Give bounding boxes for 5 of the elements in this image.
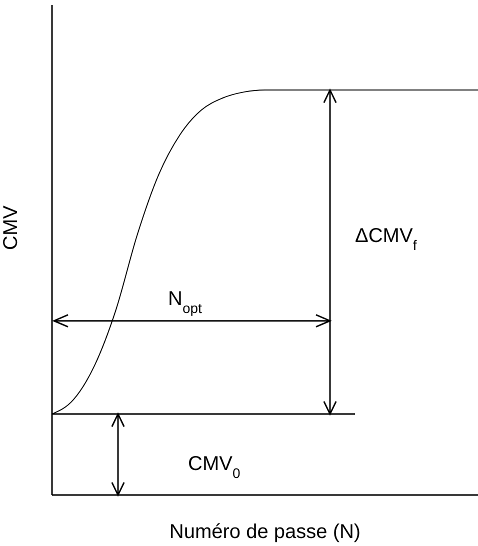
x-axis-title: Numéro de passe (N) <box>169 521 361 543</box>
ref-line-label: N$_{opt}$ <box>168 288 202 316</box>
annotation: ΔCMV$_{f}$ <box>355 225 417 253</box>
y-axis-title: CMV <box>0 204 22 250</box>
annotation: CMV$_{0}$ <box>188 453 240 481</box>
